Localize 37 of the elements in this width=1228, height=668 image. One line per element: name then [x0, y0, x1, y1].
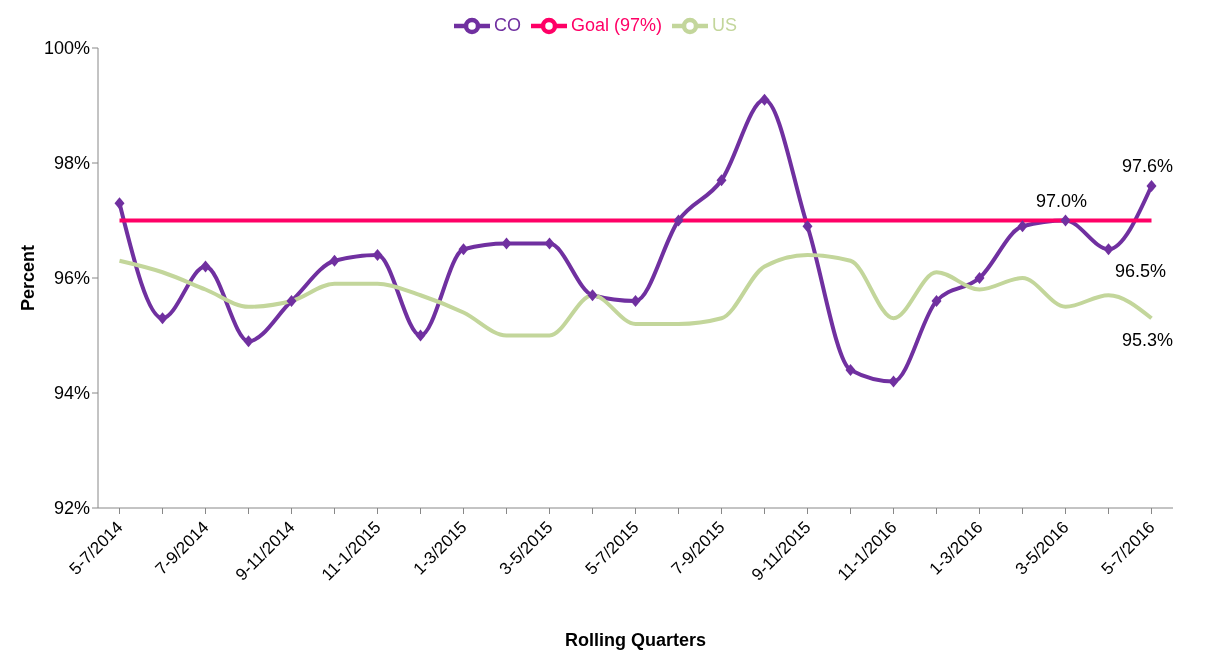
y-tick-label: 92% — [53, 498, 90, 519]
point — [243, 335, 254, 348]
point — [931, 295, 942, 307]
point — [759, 93, 770, 106]
data-label: 95.3% — [1121, 330, 1174, 351]
point — [888, 375, 899, 388]
x-axis-title: Rolling Quarters — [564, 630, 707, 650]
point — [157, 312, 168, 325]
y-tick-label: 100% — [43, 38, 90, 59]
point — [716, 174, 727, 187]
point — [630, 295, 641, 307]
point — [372, 249, 383, 261]
point — [114, 197, 125, 210]
point — [329, 254, 340, 267]
point — [974, 272, 985, 284]
legend-label: Goal (97%) — [570, 14, 663, 35]
point — [587, 289, 598, 302]
point — [1146, 180, 1157, 192]
point — [1103, 243, 1114, 256]
point — [673, 214, 684, 227]
y-axis-title: Percent — [18, 244, 39, 312]
legend-label: CO — [493, 14, 521, 35]
point — [200, 260, 211, 273]
point — [845, 364, 856, 376]
data-label: 97.6% — [1121, 156, 1174, 176]
data-label: 96.5% — [1114, 261, 1167, 282]
data-label: 97.0% — [1035, 190, 1088, 211]
point — [1060, 214, 1071, 227]
point — [802, 220, 813, 233]
point — [415, 329, 426, 342]
point — [458, 243, 469, 256]
legend-label: US — [712, 14, 738, 35]
y-tick-label: 98% — [53, 153, 90, 174]
y-tick-label: 96% — [53, 268, 90, 289]
point — [1017, 220, 1028, 233]
y-tick-label: 94% — [53, 383, 90, 404]
point — [286, 295, 297, 307]
